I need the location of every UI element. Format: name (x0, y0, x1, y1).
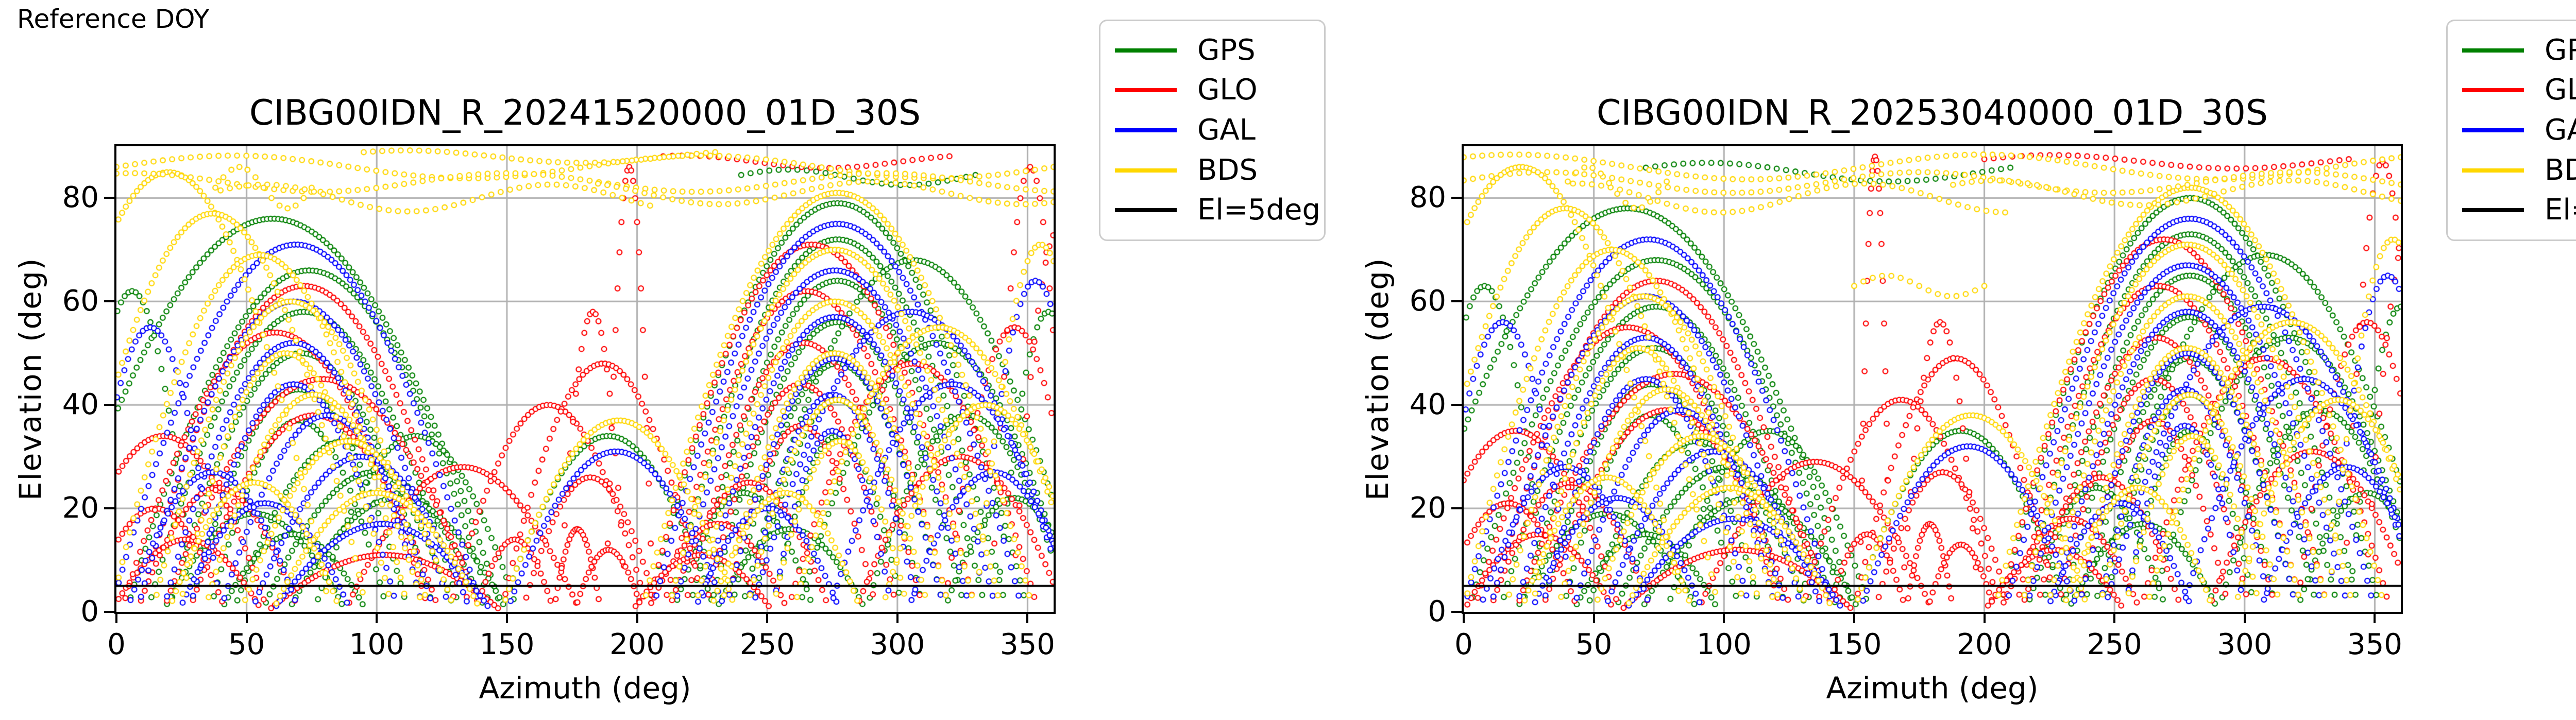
x-tick-mark (766, 614, 769, 623)
y-tick-label: 60 (62, 284, 99, 318)
legend-line-swatch (2462, 88, 2524, 93)
y-tick-label: 60 (1409, 284, 1446, 318)
legend-label: GAL (2545, 113, 2576, 147)
x-tick-mark (1853, 614, 1855, 623)
x-tick-label: 0 (1454, 628, 1473, 661)
legend-line-swatch (2462, 48, 2524, 53)
legend-label: GPS (1197, 33, 1256, 67)
legend: GPS GLO GAL BDS El=5deg (2446, 20, 2576, 241)
y-tick-label: 20 (62, 491, 99, 525)
x-tick-mark (1723, 614, 1725, 623)
sky-track-canvas (116, 146, 1054, 612)
y-tick-label: 80 (1409, 181, 1446, 215)
y-tick-mark (104, 197, 114, 199)
x-tick-label: 250 (739, 628, 795, 661)
legend-item-el-5deg: El=5deg (1100, 196, 1324, 225)
x-tick-mark (2374, 614, 2376, 623)
x-tick-mark (1463, 614, 1465, 623)
legend-item-glo: GLO (1100, 76, 1324, 105)
sky-track-canvas (1464, 146, 2401, 612)
y-tick-mark (1451, 611, 1462, 613)
legend-line-swatch (2462, 208, 2524, 213)
x-tick-label: 150 (1826, 628, 1882, 661)
legend-label: GLO (1197, 73, 1258, 107)
x-tick-label: 100 (349, 628, 404, 661)
x-tick-mark (1026, 614, 1029, 623)
legend-label: El=5deg (2545, 193, 2576, 227)
y-tick-mark (1451, 507, 1462, 510)
y-tick-label: 80 (62, 181, 99, 215)
x-tick-label: 250 (2087, 628, 2142, 661)
x-tick-label: 150 (479, 628, 535, 661)
y-tick-label: 20 (1409, 491, 1446, 525)
legend-line-swatch (2462, 168, 2524, 173)
legend-line-swatch (1115, 168, 1177, 173)
x-tick-mark (636, 614, 638, 623)
plot-title: CIBG00IDN_R_20253040000_01D_30S (1596, 93, 2268, 133)
y-tick-label: 0 (1428, 595, 1446, 628)
x-tick-mark (245, 614, 248, 623)
y-tick-mark (104, 507, 114, 510)
x-tick-mark (2243, 614, 2246, 623)
legend-item-bds: BDS (2448, 156, 2576, 185)
x-tick-label: 50 (228, 628, 265, 661)
legend-line-swatch (2462, 128, 2524, 132)
y-tick-mark (1451, 404, 1462, 406)
x-tick-label: 50 (1575, 628, 1613, 661)
x-tick-label: 100 (1696, 628, 1752, 661)
x-tick-label: 350 (2347, 628, 2402, 661)
plot-area (114, 144, 1056, 614)
legend-item-gal: GAL (1100, 113, 1324, 147)
legend: GPS GLO GAL BDS El=5deg (1099, 20, 1326, 241)
x-tick-mark (505, 614, 508, 623)
legend-item-gps: GPS (1100, 36, 1324, 65)
x-tick-mark (896, 614, 899, 623)
x-tick-label: 200 (609, 628, 665, 661)
legend-line-swatch (1115, 128, 1177, 132)
y-tick-mark (104, 611, 114, 613)
x-tick-label: 300 (870, 628, 925, 661)
x-tick-mark (2113, 614, 2116, 623)
legend-label: BDS (2545, 153, 2576, 187)
legend-line-swatch (1115, 48, 1177, 53)
y-tick-mark (1451, 197, 1462, 199)
legend-item-gal: GAL (2448, 113, 2576, 147)
legend-label: El=5deg (1197, 193, 1321, 227)
legend-item-glo: GLO (2448, 76, 2576, 105)
legend-label: GAL (1197, 113, 1256, 147)
legend-item-el-5deg: El=5deg (2448, 196, 2576, 225)
x-tick-mark (1983, 614, 1986, 623)
x-tick-label: 350 (1000, 628, 1055, 661)
legend-label: GPS (2545, 33, 2576, 67)
legend-label: BDS (1197, 153, 1258, 187)
legend-label: GLO (2545, 73, 2576, 107)
x-tick-label: 0 (107, 628, 126, 661)
legend-line-swatch (1115, 88, 1177, 93)
y-tick-label: 40 (1409, 388, 1446, 422)
y-axis-label: Elevation (deg) (1360, 257, 1395, 501)
x-tick-mark (115, 614, 117, 623)
plot-title: CIBG00IDN_R_20241520000_01D_30S (249, 93, 921, 133)
y-tick-mark (104, 404, 114, 406)
y-tick-mark (104, 300, 114, 303)
legend-line-swatch (1115, 208, 1177, 213)
y-tick-label: 40 (62, 388, 99, 422)
legend-item-gps: GPS (2448, 36, 2576, 65)
x-tick-label: 200 (1957, 628, 2012, 661)
plot-area (1462, 144, 2403, 614)
reference-doy-label: Reference DOY (17, 4, 210, 34)
x-tick-label: 300 (2217, 628, 2273, 661)
x-axis-label: Azimuth (deg) (1826, 671, 2039, 706)
x-axis-label: Azimuth (deg) (479, 671, 691, 706)
legend-item-bds: BDS (1100, 156, 1324, 185)
x-tick-mark (1592, 614, 1595, 623)
x-tick-mark (376, 614, 378, 623)
y-tick-mark (1451, 300, 1462, 303)
y-tick-label: 0 (80, 595, 99, 628)
